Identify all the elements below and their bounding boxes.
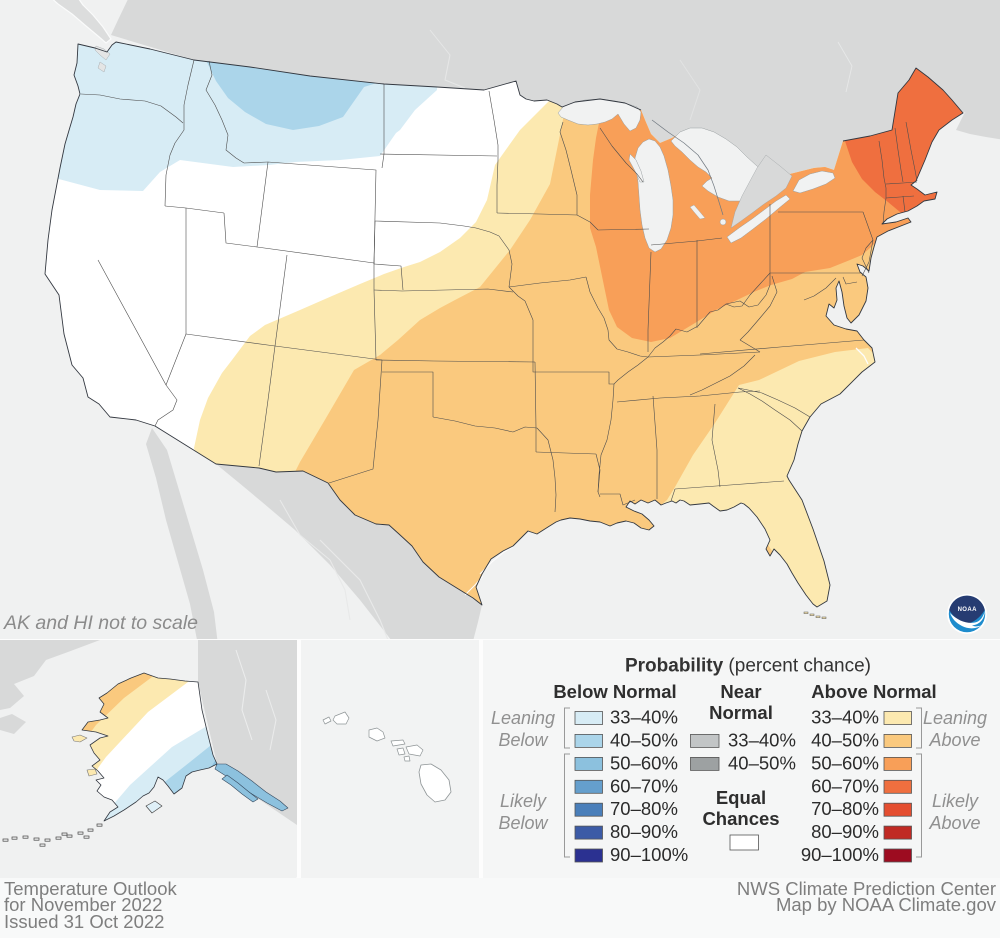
svg-text:Leaning: Leaning (491, 708, 555, 728)
svg-text:33–40%: 33–40% (610, 707, 678, 728)
svg-text:40–50%: 40–50% (811, 729, 879, 750)
svg-text:33–40%: 33–40% (728, 729, 796, 750)
svg-text:Probability (percent chance): Probability (percent chance) (625, 656, 871, 677)
svg-text:33–40%: 33–40% (811, 707, 879, 728)
svg-text:60–70%: 60–70% (811, 775, 879, 796)
svg-text:50–60%: 50–60% (811, 752, 879, 773)
svg-text:70–80%: 70–80% (610, 798, 678, 819)
svg-text:Below: Below (498, 730, 548, 750)
svg-text:40–50%: 40–50% (610, 729, 678, 750)
svg-text:Above Normal: Above Normal (811, 681, 936, 702)
svg-text:70–80%: 70–80% (811, 798, 879, 819)
svg-text:Likely: Likely (932, 791, 979, 811)
svg-text:90–100%: 90–100% (610, 844, 688, 865)
svg-text:Equal: Equal (716, 787, 766, 808)
svg-text:50–60%: 50–60% (610, 752, 678, 773)
svg-text:Above: Above (928, 813, 980, 833)
svg-text:Near: Near (720, 681, 761, 702)
svg-text:60–70%: 60–70% (610, 775, 678, 796)
svg-text:80–90%: 80–90% (610, 821, 678, 842)
svg-text:NOAA: NOAA (958, 607, 978, 613)
svg-text:Above: Above (928, 730, 980, 750)
svg-text:Chances: Chances (702, 808, 779, 829)
svg-text:Below Normal: Below Normal (553, 681, 676, 702)
svg-text:40–50%: 40–50% (728, 752, 796, 773)
svg-text:Likely: Likely (500, 791, 547, 811)
svg-text:80–90%: 80–90% (811, 821, 879, 842)
svg-text:Below: Below (498, 813, 548, 833)
svg-text:Leaning: Leaning (923, 708, 987, 728)
svg-text:90–100%: 90–100% (801, 844, 879, 865)
svg-text:AK and HI not to scale: AK and HI not to scale (3, 612, 198, 634)
svg-text:Normal: Normal (709, 702, 773, 723)
